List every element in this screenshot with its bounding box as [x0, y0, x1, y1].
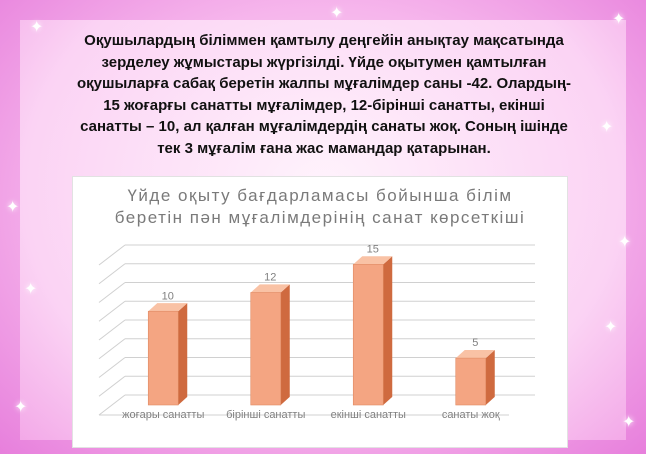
bar-side — [383, 256, 393, 405]
chart-title: Үйде оқыту бағдарламасы бойынша білім бе… — [73, 185, 567, 229]
x-tick-label: жоғары санатты — [122, 409, 204, 421]
sparkle-decoration: ✦ — [30, 19, 44, 36]
x-tick-label: санаты жоқ — [442, 409, 500, 421]
sparkle-decoration: ✦ — [604, 319, 618, 336]
chart-title-line: беретін пән мұғалімдерінің санат көрсетк… — [114, 208, 526, 227]
bar — [352, 264, 384, 406]
gridline-depth — [98, 357, 126, 378]
description-paragraph: Оқушылардың біліммен қамтылу деңгейін ан… — [38, 30, 610, 159]
bar-top — [455, 350, 495, 359]
paragraph-line: тек 3 мұғалім ғана жас мамандар қатарына… — [157, 139, 491, 157]
bar-top — [353, 256, 393, 265]
bar-side — [485, 350, 495, 405]
x-tick-label: бірінші санатты — [226, 409, 305, 421]
paragraph-line: санатты – 10, ал қалған мұғалімдердің са… — [80, 118, 568, 135]
bar-chart: Үйде оқыту бағдарламасы бойынша білім бе… — [72, 176, 568, 448]
bar — [147, 310, 179, 406]
gridline-depth — [98, 300, 126, 322]
sparkle-decoration: ✦ — [14, 399, 28, 416]
bar-side — [280, 284, 290, 405]
bar-top — [250, 284, 290, 293]
sparkle-decoration: ✦ — [600, 119, 614, 136]
gridline-depth — [98, 263, 126, 285]
data-label: 5 — [472, 337, 478, 349]
gridline-depth — [98, 338, 126, 360]
data-label: 10 — [162, 290, 174, 302]
chart-plot-area: 10 жоғары санатты 12 бірінші санатты 15 екінш… — [98, 243, 535, 421]
gridline-depth — [98, 319, 126, 341]
bar-side — [178, 303, 188, 405]
sparkle-decoration: ✦ — [618, 234, 632, 251]
paragraph-line: оқушыларға сабақ беретін жалпы мұғалімде… — [76, 75, 572, 92]
bar-top — [148, 303, 188, 312]
gridline-depth — [98, 394, 126, 416]
paragraph-line: Оқушылардың біліммен қамтылу деңгейін ан… — [84, 32, 564, 49]
bar — [455, 357, 487, 406]
sparkle-decoration: ✦ — [6, 199, 20, 216]
bar — [250, 292, 282, 406]
gridline-depth — [98, 375, 126, 397]
paragraph-line: 15 жоғарғы санатты мұғалімдер, 12-бірінш… — [103, 96, 545, 114]
sparkle-decoration: ✦ — [612, 11, 626, 28]
sparkle-decoration: ✦ — [622, 414, 636, 431]
data-label: 12 — [264, 272, 276, 284]
paragraph-line: зерделеу жұмыстары жүргізілді. Үйде оқыт… — [101, 53, 547, 71]
gridline-depth — [98, 282, 126, 303]
x-tick-label: екінші санатты — [331, 409, 406, 421]
gridline-depth — [98, 244, 126, 266]
data-label: 15 — [367, 243, 379, 255]
chart-title-line: Үйде оқыту бағдарламасы бойынша білім — [127, 186, 513, 205]
sparkle-decoration: ✦ — [24, 281, 38, 298]
sparkle-decoration: ✦ — [330, 5, 344, 22]
